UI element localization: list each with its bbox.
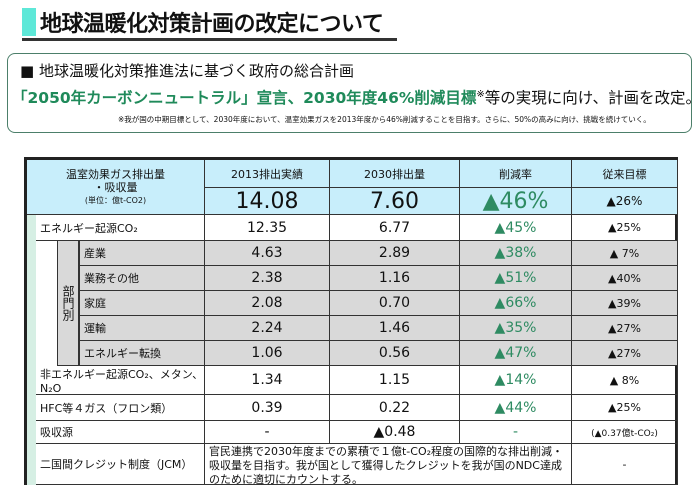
- title-underline: [22, 38, 397, 41]
- sector-row-value: ▲35%: [460, 316, 572, 341]
- column-header: 2030排出量: [330, 160, 460, 188]
- total-value-cell: ▲26%: [572, 188, 678, 215]
- jcm-label: 二国間クレジット制度（JCM）: [36, 444, 205, 485]
- sector-row-value: 1.46: [330, 316, 460, 341]
- column-header: 従来目標: [572, 160, 678, 188]
- other-row-value: -: [205, 421, 330, 444]
- summary-note: ※我が国の中期目標として、2030年度において、温室効果ガスを2013年度から4…: [118, 115, 651, 124]
- other-row-value: ▲14%: [460, 366, 572, 395]
- sector-row-value: 0.70: [330, 291, 460, 316]
- other-row-value: ▲44%: [460, 395, 572, 421]
- title-accent-bar: [22, 8, 36, 36]
- sector-row-value: 2.08: [205, 291, 330, 316]
- sector-row-label: 業務その他: [79, 266, 205, 291]
- emissions-table: 温室効果ガス排出量 ・吸収量 (単位：億t-CO2) 2013排出実績 14.08 203…: [24, 157, 678, 486]
- sector-row-label: 家庭: [79, 291, 205, 316]
- other-row-value: 1.15: [330, 366, 460, 395]
- other-row-label: 非エネルギー起源CO₂、メタン、N₂O: [36, 366, 205, 395]
- summary-rest: 等の実現に向け、計画を改定。: [484, 89, 700, 107]
- table-left-stripe: [27, 188, 36, 485]
- sector-row-value: 4.63: [205, 241, 330, 266]
- total-value-cell: 7.60: [330, 188, 460, 215]
- corner-header-cell: 温室効果ガス排出量 ・吸収量 (単位：億t-CO2): [27, 160, 205, 215]
- other-row-value: ▲25%: [572, 395, 678, 421]
- sector-row-value: ▲38%: [460, 241, 572, 266]
- sector-group-label: 部門別: [57, 241, 79, 366]
- summary-line2: 「2050年カーボンニュートラル」宣言、2030年度46%削減目標※等の実現に向…: [12, 86, 700, 108]
- sector-row-value: 0.56: [330, 341, 460, 366]
- sector-row-value: ▲66%: [460, 291, 572, 316]
- energy-co2-value: 6.77: [330, 215, 460, 241]
- jcm-description: 官民連携で2030年度までの累積で１億t-CO₂程度の国際的な排出削減・吸収量を…: [205, 444, 572, 486]
- sector-row-value: ▲ 7%: [572, 241, 678, 266]
- energy-co2-value: 12.35: [205, 215, 330, 241]
- sector-row-label: エネルギー転換: [79, 341, 205, 366]
- energy-co2-value: ▲45%: [460, 215, 572, 241]
- sector-row-label: 産業: [79, 241, 205, 266]
- sector-group-text: 部門別: [61, 285, 75, 321]
- sector-row-value: 2.89: [330, 241, 460, 266]
- sector-row-value: 2.38: [205, 266, 330, 291]
- sector-row-value: 2.24: [205, 316, 330, 341]
- page-title: 地球温暖化対策計画の改定について: [40, 12, 384, 37]
- summary-line1: ■ 地球温暖化対策推進法に基づく政府の総合計画: [20, 62, 354, 80]
- corner-unit: (単位：億t-CO2): [84, 195, 147, 205]
- jcm-value: -: [572, 444, 678, 485]
- corner-line1: 温室効果ガス排出量: [66, 167, 165, 181]
- note-mark: ※: [476, 88, 485, 100]
- summary-box: ■ 地球温暖化対策推進法に基づく政府の総合計画 「2050年カーボンニュートラル…: [7, 53, 700, 133]
- corner-line2: ・吸収量: [93, 180, 138, 194]
- sector-row-value: ▲27%: [572, 316, 678, 341]
- other-row-label: 吸収源: [36, 421, 205, 444]
- other-row-value: ▲ 8%: [572, 366, 678, 395]
- sector-row-value: ▲39%: [572, 291, 678, 316]
- other-row-value: (▲0.37億t-CO₂): [572, 421, 678, 444]
- sector-row-value: ▲27%: [572, 341, 678, 366]
- other-row-value: 0.39: [205, 395, 330, 421]
- energy-co2-value: ▲25%: [572, 215, 678, 241]
- total-value-cell: ▲46%: [460, 188, 572, 215]
- energy-co2-label: エネルギー起源CO₂: [36, 215, 205, 241]
- column-header: 2013排出実績: [205, 160, 330, 188]
- sector-row-label: 運輸: [79, 316, 205, 341]
- sector-row-value: ▲47%: [460, 341, 572, 366]
- other-row-value: -: [460, 421, 572, 444]
- summary-highlight: 「2050年カーボンニュートラル」宣言、2030年度46%削減目標: [12, 89, 477, 107]
- column-header: 削減率: [460, 160, 572, 188]
- other-row-value: 0.22: [330, 395, 460, 421]
- sector-row-value: 1.16: [330, 266, 460, 291]
- sector-row-value: ▲40%: [572, 266, 678, 291]
- total-value-cell: 14.08: [205, 188, 330, 215]
- sector-row-value: 1.06: [205, 341, 330, 366]
- other-row-value: ▲0.48: [330, 421, 460, 444]
- sector-row-value: ▲51%: [460, 266, 572, 291]
- other-row-value: 1.34: [205, 366, 330, 395]
- other-row-label: HFC等４ガス（フロン類）: [36, 395, 205, 421]
